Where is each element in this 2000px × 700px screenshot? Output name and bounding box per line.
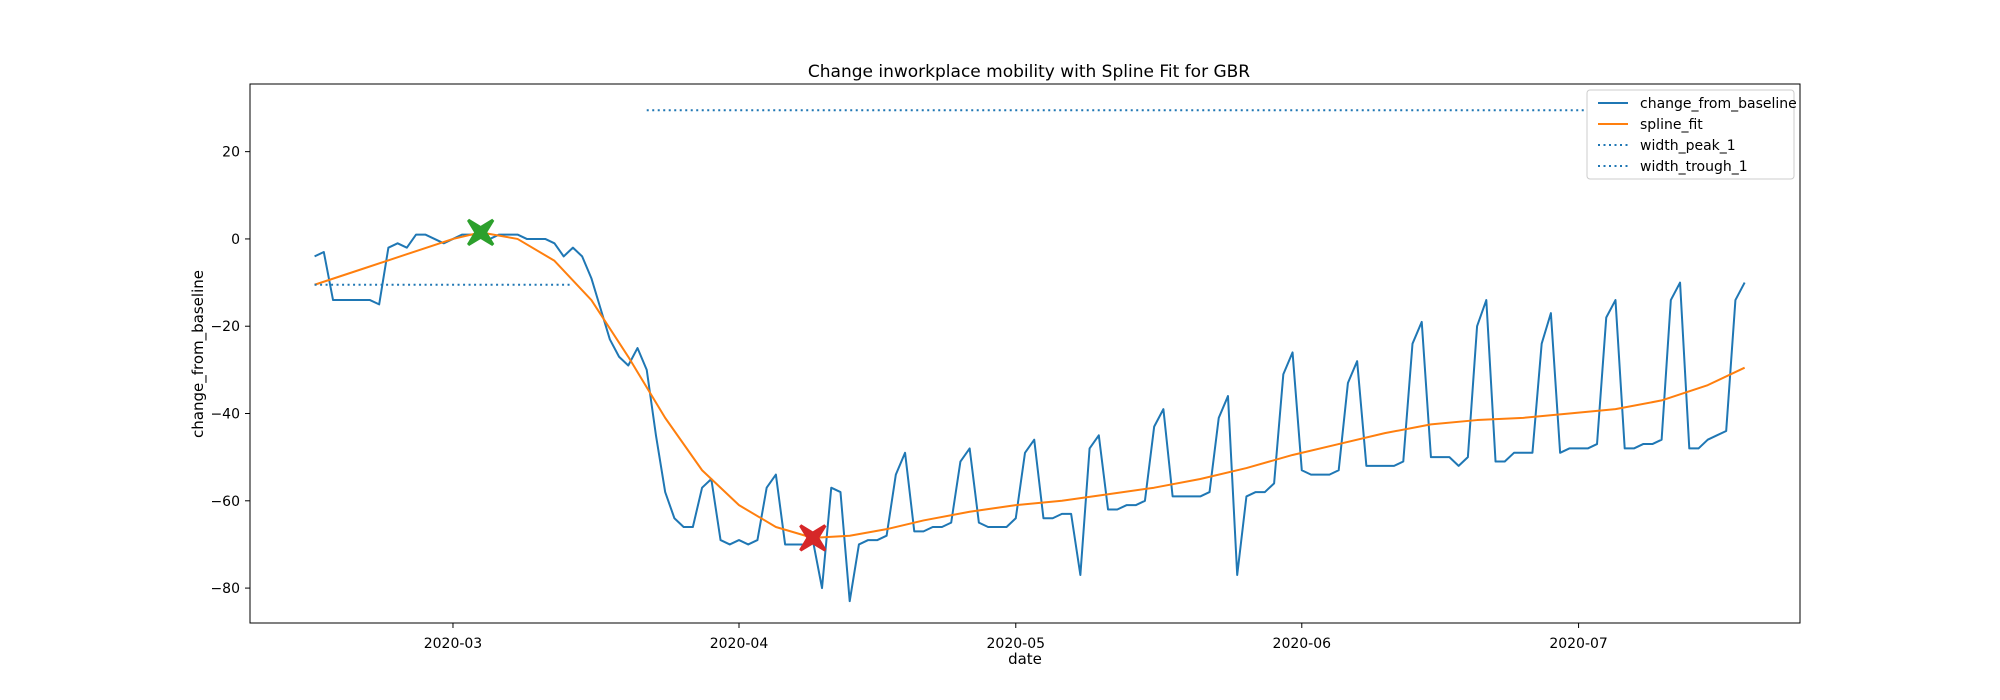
trough-marker <box>799 524 827 552</box>
y-tick-label: −80 <box>210 581 240 597</box>
markers <box>467 218 827 552</box>
x-tick-label: 2020-03 <box>424 636 483 652</box>
series-change-from-baseline <box>314 233 1746 603</box>
legend-label: width_trough_1 <box>1640 159 1748 175</box>
x-axis-label: date <box>1008 650 1042 668</box>
y-tick-label: −40 <box>210 407 240 423</box>
y-axis-label: change_from_baseline <box>189 270 208 438</box>
y-axis: 20 0 −20 −40 −60 −80 <box>210 145 250 597</box>
plot-frame <box>249 83 1801 624</box>
y-tick-label: 20 <box>222 145 240 161</box>
y-tick-label: 0 <box>231 232 240 248</box>
plot-area <box>250 84 1800 623</box>
chart-title: Change inworkplace mobility with Spline … <box>808 62 1250 82</box>
legend-label: change_from_baseline <box>1640 96 1797 112</box>
x-tick-label: 2020-04 <box>710 636 769 652</box>
y-tick-label: −20 <box>210 319 240 335</box>
legend-label: spline_fit <box>1640 117 1703 133</box>
peak-marker <box>467 218 495 247</box>
x-tick-label: 2020-07 <box>1549 636 1608 652</box>
x-tick-label: 2020-06 <box>1273 636 1332 652</box>
x-axis: 2020-03 2020-04 2020-05 2020-06 2020-07 <box>424 623 1608 652</box>
legend-label: width_peak_1 <box>1640 138 1736 154</box>
legend-box <box>1586 89 1795 180</box>
legend: change_from_baseline spline_fit width_peak… <box>1586 89 1797 180</box>
x-tick-label: 2020-05 <box>987 636 1046 652</box>
plot-lines <box>314 109 1746 603</box>
series-spline-fit <box>314 231 1746 539</box>
y-tick-label: −60 <box>210 494 240 510</box>
